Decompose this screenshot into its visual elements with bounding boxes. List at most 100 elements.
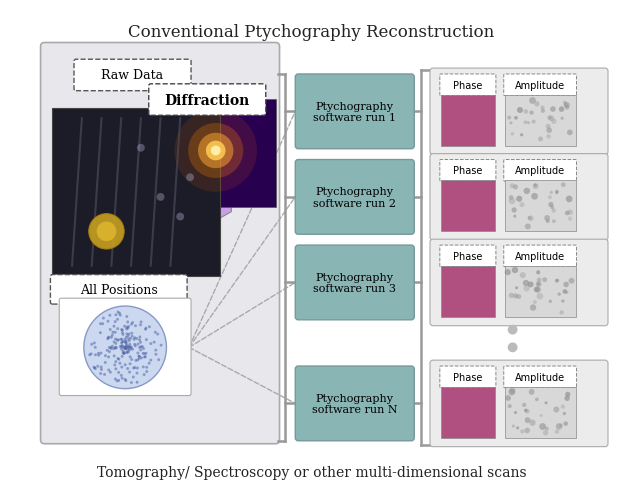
- Circle shape: [142, 347, 145, 350]
- Circle shape: [108, 346, 111, 349]
- Circle shape: [550, 107, 556, 113]
- Circle shape: [93, 342, 96, 345]
- Circle shape: [523, 286, 530, 292]
- Circle shape: [555, 429, 559, 434]
- Circle shape: [111, 334, 114, 337]
- Circle shape: [140, 321, 143, 324]
- Circle shape: [126, 351, 130, 354]
- Circle shape: [505, 270, 511, 276]
- FancyBboxPatch shape: [440, 366, 496, 388]
- FancyBboxPatch shape: [59, 299, 191, 396]
- FancyBboxPatch shape: [504, 366, 576, 388]
- Circle shape: [100, 366, 103, 369]
- Circle shape: [198, 133, 234, 169]
- Circle shape: [513, 185, 518, 190]
- FancyBboxPatch shape: [74, 60, 191, 92]
- Circle shape: [97, 365, 99, 368]
- Circle shape: [546, 219, 549, 223]
- Text: Phase: Phase: [453, 81, 482, 91]
- Circle shape: [531, 193, 538, 200]
- FancyBboxPatch shape: [149, 85, 266, 116]
- Circle shape: [520, 429, 525, 433]
- Circle shape: [511, 133, 514, 136]
- Circle shape: [157, 359, 160, 361]
- Circle shape: [563, 290, 567, 294]
- Circle shape: [540, 423, 546, 430]
- Circle shape: [137, 144, 145, 152]
- Circle shape: [99, 372, 102, 375]
- Circle shape: [154, 331, 157, 334]
- Circle shape: [145, 327, 148, 330]
- Circle shape: [117, 371, 120, 374]
- Circle shape: [515, 287, 518, 290]
- FancyBboxPatch shape: [441, 95, 495, 146]
- Circle shape: [159, 344, 163, 347]
- Circle shape: [520, 203, 525, 208]
- Circle shape: [124, 346, 127, 349]
- Circle shape: [125, 345, 128, 348]
- Circle shape: [118, 362, 121, 365]
- Circle shape: [563, 412, 566, 415]
- Circle shape: [104, 355, 107, 357]
- Circle shape: [143, 353, 146, 355]
- Circle shape: [138, 357, 141, 360]
- Circle shape: [126, 350, 129, 353]
- Circle shape: [119, 314, 121, 317]
- FancyBboxPatch shape: [430, 239, 608, 326]
- Circle shape: [547, 116, 551, 121]
- Circle shape: [516, 295, 521, 300]
- Circle shape: [136, 343, 140, 346]
- Circle shape: [555, 191, 558, 195]
- Circle shape: [511, 268, 518, 274]
- Circle shape: [525, 224, 531, 230]
- Circle shape: [128, 333, 130, 336]
- Circle shape: [551, 119, 556, 125]
- Circle shape: [150, 343, 152, 345]
- Circle shape: [550, 206, 554, 210]
- FancyBboxPatch shape: [295, 75, 414, 149]
- FancyBboxPatch shape: [505, 266, 576, 317]
- Circle shape: [130, 358, 133, 361]
- Circle shape: [128, 346, 131, 349]
- Circle shape: [536, 282, 541, 287]
- Circle shape: [130, 323, 133, 326]
- Text: All Positions: All Positions: [80, 283, 158, 296]
- Circle shape: [523, 110, 528, 115]
- Circle shape: [126, 335, 130, 338]
- Circle shape: [174, 110, 257, 192]
- Text: Phase: Phase: [453, 166, 482, 176]
- Circle shape: [120, 338, 122, 341]
- Text: Diffraction: Diffraction: [164, 93, 250, 107]
- Circle shape: [119, 345, 122, 348]
- Circle shape: [121, 350, 125, 353]
- Circle shape: [138, 355, 141, 358]
- Circle shape: [113, 364, 117, 367]
- Circle shape: [125, 343, 128, 346]
- Circle shape: [108, 350, 111, 353]
- Circle shape: [123, 325, 126, 328]
- Circle shape: [120, 342, 123, 345]
- Polygon shape: [118, 90, 231, 276]
- Circle shape: [564, 396, 570, 401]
- Circle shape: [141, 352, 145, 355]
- Circle shape: [136, 359, 139, 362]
- Circle shape: [103, 373, 106, 376]
- Circle shape: [139, 324, 142, 327]
- Circle shape: [558, 293, 561, 296]
- Circle shape: [130, 346, 133, 349]
- Circle shape: [138, 346, 141, 349]
- Circle shape: [110, 346, 112, 349]
- Circle shape: [530, 111, 534, 116]
- Circle shape: [138, 339, 141, 342]
- Circle shape: [150, 359, 152, 362]
- Circle shape: [176, 213, 184, 221]
- Circle shape: [128, 346, 131, 349]
- Circle shape: [155, 353, 158, 356]
- Circle shape: [535, 102, 540, 107]
- Circle shape: [555, 279, 559, 283]
- Circle shape: [114, 321, 117, 324]
- Circle shape: [508, 389, 515, 396]
- Circle shape: [133, 338, 136, 341]
- Circle shape: [548, 196, 552, 200]
- Circle shape: [114, 347, 117, 350]
